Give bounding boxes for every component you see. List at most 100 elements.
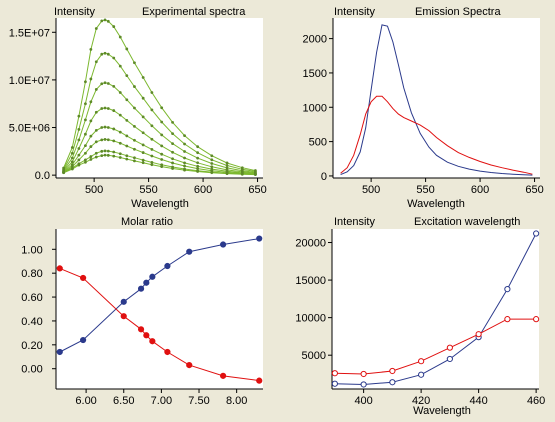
y-tick-label: 1.00: [21, 244, 42, 256]
series-0-point: [133, 159, 136, 163]
series-3-point: [84, 144, 87, 148]
series-2-point: [112, 139, 116, 143]
series-6-point: [225, 164, 229, 167]
y-axis-label: Intensity: [334, 216, 375, 228]
series-group: [331, 230, 540, 388]
series-3-point: [77, 153, 81, 157]
series-1-point: [137, 326, 145, 333]
series-7-point: [133, 61, 136, 65]
series-3-point: [118, 130, 122, 134]
plot-area: [56, 18, 263, 178]
series-2-point: [89, 145, 93, 148]
series-2-point: [106, 138, 110, 142]
series-1-point: [183, 167, 186, 171]
series-2-point: [94, 140, 98, 144]
series-1-point: [106, 149, 110, 153]
series-4-point: [94, 110, 98, 114]
x-axis-label: Wavelength: [413, 405, 471, 417]
series-6-point: [84, 102, 87, 106]
series-1-point: [79, 274, 87, 282]
y-axis-label: Intensity: [54, 6, 95, 18]
series-5-point: [77, 138, 81, 142]
series-5-point: [141, 115, 145, 119]
series-7-point: [253, 169, 257, 172]
series-0-point: [84, 160, 87, 164]
series-7-point: [112, 25, 116, 28]
y-tick-label: 1000: [303, 102, 327, 114]
series-6-point: [112, 56, 116, 60]
y-tick-label: 20000: [295, 238, 326, 250]
chart-title: Excitation wavelength: [414, 216, 520, 228]
series-1-point: [220, 372, 227, 379]
series-3-point: [100, 126, 104, 129]
series-5-point: [106, 82, 110, 85]
series-7-point: [100, 19, 104, 23]
tick-group: 500 550 600 650 0 500 1000 1500 2000: [303, 34, 544, 196]
series-3-point: [141, 143, 145, 147]
series-5-point: [84, 118, 87, 122]
series-6-point: [125, 74, 129, 78]
series-6-point: [89, 77, 93, 81]
y-tick-label: 1.0E+07: [9, 75, 50, 87]
series-6-point: [171, 132, 174, 136]
x-tick-label: 420: [412, 395, 430, 407]
series-2-point: [133, 147, 136, 151]
series-1-point: [150, 160, 154, 164]
series-3-point: [171, 157, 174, 161]
series-0-point: [331, 380, 338, 387]
series-3-point: [125, 134, 129, 138]
series-7-point: [62, 166, 66, 170]
y-tick-label: 5000: [302, 350, 326, 362]
x-tick-label: 400: [354, 395, 372, 407]
series-3-point: [160, 152, 164, 156]
y-tick-label: 10000: [295, 313, 326, 325]
series-0-point: [389, 379, 396, 386]
series-0-line: [340, 24, 533, 176]
series-1-point: [418, 358, 425, 365]
series-0-point: [150, 163, 154, 167]
series-6-point: [160, 120, 164, 124]
series-0-point: [143, 279, 150, 286]
series-3-point: [112, 127, 116, 131]
y-tick-label: 1.5E+07: [9, 27, 50, 39]
series-5-point: [150, 124, 154, 128]
series-0-point: [256, 235, 263, 242]
series-5-point: [89, 100, 93, 104]
series-7-point: [94, 27, 98, 30]
tick-group: 6.00 6.50 7.00 7.50 8.00 0.00 0.20 0.40 0.60 0.80…: [21, 244, 247, 407]
tick-group: 500 550 600 650 0.0 5.0E+06 1.0E+07 1.5E+07: [9, 27, 267, 196]
series-5-point: [118, 91, 122, 94]
series-1-point: [125, 154, 129, 158]
series-6-point: [70, 151, 74, 155]
series-5-point: [94, 88, 98, 91]
x-tick-label: 440: [469, 395, 487, 407]
series-0-point: [186, 248, 193, 255]
x-tick-label: 550: [416, 184, 434, 196]
x-tick-label: 600: [194, 184, 212, 196]
x-axis-label: Wavelength: [131, 198, 189, 210]
x-tick-label: 7.00: [151, 395, 172, 407]
series-1-point: [149, 338, 156, 345]
series-3-point: [89, 134, 93, 138]
y-axis-label: Intensity: [334, 6, 375, 18]
series-0-point: [106, 153, 110, 157]
series-0-point: [89, 158, 93, 161]
series-7-point: [118, 35, 122, 39]
y-tick-label: 0.20: [21, 340, 42, 352]
series-2-point: [118, 141, 122, 145]
x-tick-label: 6.50: [113, 395, 134, 407]
y-tick-label: 5.0E+06: [9, 123, 50, 135]
y-tick-label: 500: [309, 137, 327, 149]
series-0-point: [125, 157, 129, 161]
chart-emission-spectra: Intensity Emission Spectra Wavelength 50…: [278, 0, 555, 211]
series-1-point: [94, 151, 98, 155]
series-5-point: [171, 142, 174, 146]
series-0-point: [79, 336, 87, 344]
series-1-point: [103, 149, 107, 153]
series-7-point: [84, 80, 87, 84]
series-2-point: [150, 154, 154, 158]
series-5-point: [100, 82, 104, 86]
series-5-point: [196, 156, 200, 160]
series-1-point: [141, 158, 145, 162]
series-4-point: [103, 106, 107, 110]
